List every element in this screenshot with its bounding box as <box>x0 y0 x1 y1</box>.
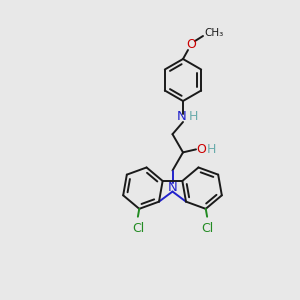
Text: CH₃: CH₃ <box>204 28 224 38</box>
Text: N: N <box>177 110 187 124</box>
Text: H: H <box>206 143 216 156</box>
Text: Cl: Cl <box>201 222 213 235</box>
Text: H: H <box>188 110 198 124</box>
Text: O: O <box>186 38 196 50</box>
Text: Cl: Cl <box>132 222 144 235</box>
Text: O: O <box>196 143 206 156</box>
Text: N: N <box>168 181 177 194</box>
